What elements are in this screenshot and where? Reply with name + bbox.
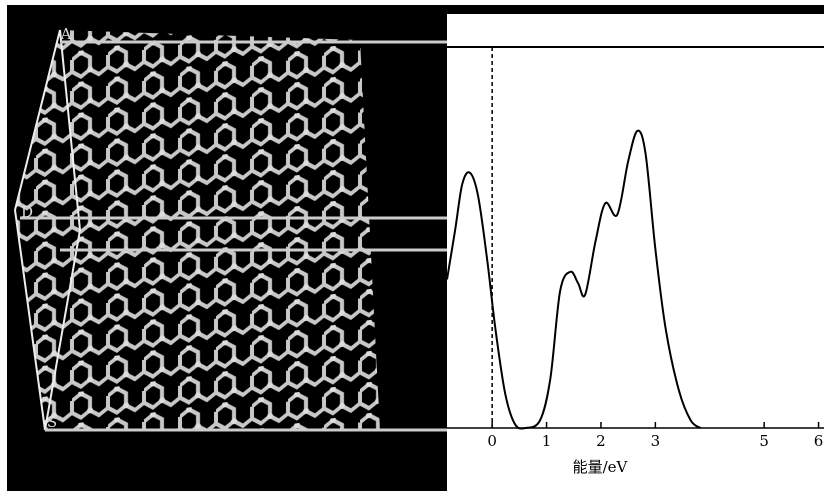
x-tick-label: 6 xyxy=(814,432,824,450)
site-label: D xyxy=(21,203,33,221)
site-label: S xyxy=(47,413,57,431)
figure: 能量/eV A D S 0 1 2 3 5 6 xyxy=(0,0,824,492)
x-tick-label: 5 xyxy=(759,432,769,450)
x-tick-label: 2 xyxy=(596,432,606,450)
top-bar xyxy=(447,5,824,14)
x-tick-label: 1 xyxy=(542,432,552,450)
site-label: A xyxy=(60,25,72,43)
x-tick-label: 3 xyxy=(651,432,661,450)
x-axis-label: 能量/eV xyxy=(573,458,629,476)
x-tick-label: 0 xyxy=(487,432,497,450)
dos-curve xyxy=(447,131,701,429)
page: {"chart_data": {"type": "line", "xlabel"… xyxy=(0,0,824,492)
